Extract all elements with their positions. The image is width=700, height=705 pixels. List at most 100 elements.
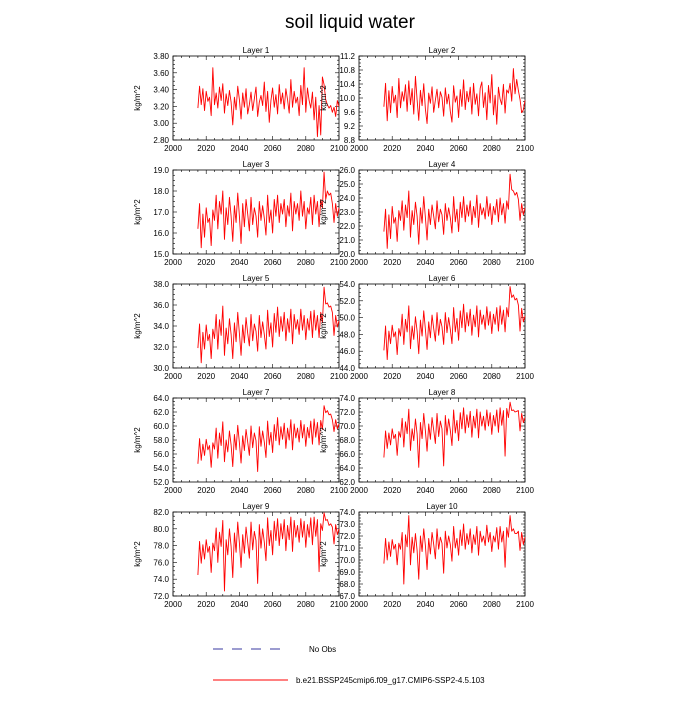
y-tick-label: 48.0: [339, 330, 355, 339]
y-axis-label: kg/m^2: [319, 199, 328, 225]
x-tick-label: 2080: [483, 372, 501, 381]
y-tick-label: 3.00: [153, 119, 169, 128]
y-axis-label: kg/m^2: [133, 85, 142, 111]
x-tick-label: 2000: [164, 372, 182, 381]
y-tick-label: 30.0: [153, 364, 169, 373]
x-tick-label: 2100: [516, 144, 534, 153]
x-tick-label: 2060: [450, 258, 468, 267]
y-tick-label: 9.2: [344, 122, 356, 131]
y-tick-label: 72.0: [339, 532, 355, 541]
x-tick-label: 2040: [231, 372, 249, 381]
y-tick-label: 50.0: [339, 314, 355, 323]
y-tick-label: 56.0: [153, 450, 169, 459]
y-tick-label: 72.0: [153, 592, 169, 601]
y-tick-label: 38.0: [153, 280, 169, 289]
y-tick-label: 74.0: [339, 394, 355, 403]
legend-model-label: b.e21.BSSP245cmip6.f09_g17.CMIP6-SSP2-4.…: [296, 676, 485, 685]
y-axis-label: kg/m^2: [319, 541, 328, 567]
panel-grid: Layer 1 2000 2020 2040 2060 2080 2100 2.80 3.00 3…: [133, 46, 534, 609]
y-tick-label: 78.0: [153, 542, 169, 551]
x-tick-label: 2080: [297, 372, 315, 381]
y-tick-label: 82.0: [153, 508, 169, 517]
chart-panel-7: Layer 7 2000 2020 2040 2060 2080 2100 52.0 54.0 5…: [133, 388, 348, 495]
chart-panel-1: Layer 1 2000 2020 2040 2060 2080 2100 2.80 3.00 3…: [133, 46, 348, 153]
x-tick-label: 2000: [164, 486, 182, 495]
x-tick-label: 2080: [297, 600, 315, 609]
y-tick-label: 76.0: [153, 558, 169, 567]
y-axis-label: kg/m^2: [133, 427, 142, 453]
x-tick-label: 2040: [417, 258, 435, 267]
x-tick-label: 2080: [297, 258, 315, 267]
y-tick-label: 32.0: [153, 343, 169, 352]
y-tick-label: 22.0: [339, 222, 355, 231]
x-tick-label: 2100: [516, 372, 534, 381]
legend-obs-label: No Obs: [309, 645, 336, 654]
y-tick-label: 58.0: [153, 436, 169, 445]
y-tick-label: 74.0: [153, 575, 169, 584]
x-tick-label: 2060: [450, 486, 468, 495]
x-tick-label: 2020: [197, 258, 215, 267]
x-tick-label: 2020: [383, 258, 401, 267]
x-tick-label: 2040: [417, 600, 435, 609]
x-tick-label: 2040: [417, 144, 435, 153]
y-tick-label: 9.6: [344, 108, 356, 117]
y-tick-label: 64.0: [339, 464, 355, 473]
panel-title: Layer 5: [243, 274, 270, 283]
x-tick-label: 2060: [450, 372, 468, 381]
y-tick-label: 21.0: [339, 236, 355, 245]
y-tick-label: 64.0: [153, 394, 169, 403]
panel-title: Layer 8: [429, 388, 456, 397]
x-tick-label: 2060: [264, 258, 282, 267]
x-tick-label: 2000: [350, 486, 368, 495]
y-tick-label: 19.0: [153, 166, 169, 175]
x-tick-label: 2040: [231, 258, 249, 267]
y-tick-label: 3.20: [153, 102, 169, 111]
y-tick-label: 24.0: [339, 194, 355, 203]
y-tick-label: 67.0: [339, 592, 355, 601]
y-tick-label: 11.2: [340, 52, 356, 61]
x-tick-label: 2080: [483, 144, 501, 153]
y-tick-label: 3.80: [153, 52, 169, 61]
y-tick-label: 3.40: [153, 86, 169, 95]
panel-title: Layer 1: [243, 46, 270, 55]
plot-frame: [172, 55, 340, 141]
y-axis-label: kg/m^2: [319, 313, 328, 339]
figure-title: soil liquid water: [285, 12, 416, 33]
y-tick-label: 52.0: [339, 297, 355, 306]
x-tick-label: 2100: [330, 258, 348, 267]
x-tick-label: 2020: [197, 600, 215, 609]
x-tick-label: 2100: [330, 486, 348, 495]
y-tick-label: 16.0: [153, 229, 169, 238]
y-tick-label: 36.0: [153, 301, 169, 310]
y-tick-label: 54.0: [339, 280, 355, 289]
panel-title: Layer 2: [429, 46, 456, 55]
x-tick-label: 2060: [264, 600, 282, 609]
x-tick-label: 2100: [330, 144, 348, 153]
series-line: [383, 173, 526, 249]
series-line: [383, 286, 526, 361]
panel-title: Layer 9: [243, 502, 270, 511]
x-tick-label: 2000: [350, 258, 368, 267]
y-tick-label: 54.0: [153, 464, 169, 473]
x-tick-label: 2060: [450, 144, 468, 153]
plot-frame: [358, 169, 526, 255]
y-tick-label: 10.8: [339, 66, 355, 75]
x-tick-label: 2080: [483, 486, 501, 495]
y-tick-label: 73.0: [339, 520, 355, 529]
y-tick-label: 23.0: [339, 208, 355, 217]
x-tick-label: 2000: [350, 600, 368, 609]
x-tick-label: 2060: [264, 144, 282, 153]
y-tick-label: 2.80: [153, 136, 169, 145]
x-tick-label: 2020: [383, 372, 401, 381]
y-tick-label: 17.0: [153, 208, 169, 217]
x-tick-label: 2040: [231, 486, 249, 495]
x-tick-label: 2060: [264, 372, 282, 381]
y-tick-label: 66.0: [339, 450, 355, 459]
